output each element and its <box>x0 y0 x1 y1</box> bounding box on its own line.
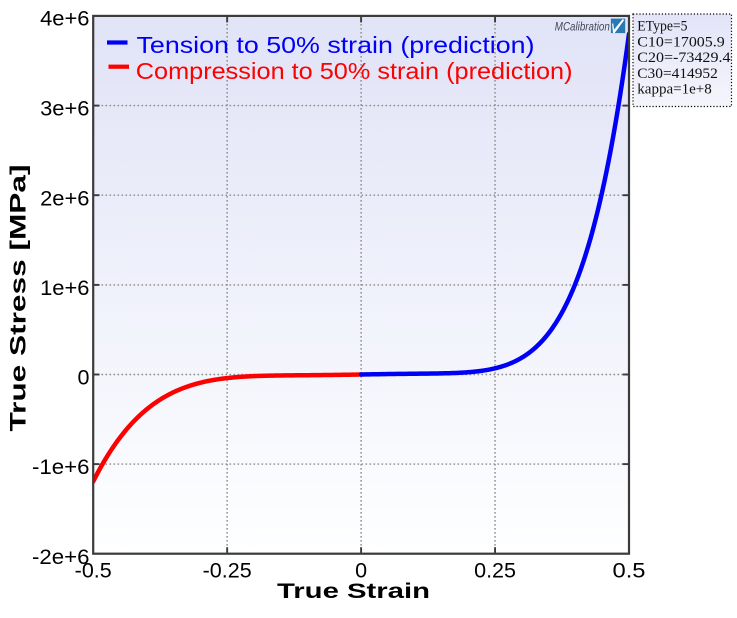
svg-text:kappa=1e+8: kappa=1e+8 <box>637 81 712 97</box>
svg-text:EType=5: EType=5 <box>637 19 687 35</box>
svg-text:3e+6: 3e+6 <box>40 97 89 121</box>
svg-text:C10=17005.9: C10=17005.9 <box>637 34 724 50</box>
svg-text:0.5: 0.5 <box>613 558 646 582</box>
svg-text:C20=-73429.4: C20=-73429.4 <box>637 50 730 66</box>
svg-text:Compression to 50% strain (pre: Compression to 50% strain (prediction) <box>136 58 573 84</box>
svg-text:-0.5: -0.5 <box>75 558 112 582</box>
svg-text:-1e+6: -1e+6 <box>32 455 90 479</box>
svg-text:True Strain: True Strain <box>277 579 430 603</box>
svg-text:4e+6: 4e+6 <box>40 7 89 31</box>
svg-text:-2e+6: -2e+6 <box>32 545 90 569</box>
svg-text:1e+6: 1e+6 <box>40 276 89 300</box>
svg-text:0.25: 0.25 <box>474 558 516 582</box>
svg-text:2e+6: 2e+6 <box>40 186 89 210</box>
svg-text:C30=414952: C30=414952 <box>637 66 718 82</box>
svg-text:Tension to 50% strain (predict: Tension to 50% strain (prediction) <box>137 32 535 58</box>
svg-text:0: 0 <box>78 366 90 390</box>
svg-text:True Stress [MPa]: True Stress [MPa] <box>6 165 31 432</box>
svg-text:MCalibration: MCalibration <box>555 21 610 34</box>
svg-text:0: 0 <box>355 558 367 582</box>
svg-text:-0.25: -0.25 <box>203 558 252 582</box>
